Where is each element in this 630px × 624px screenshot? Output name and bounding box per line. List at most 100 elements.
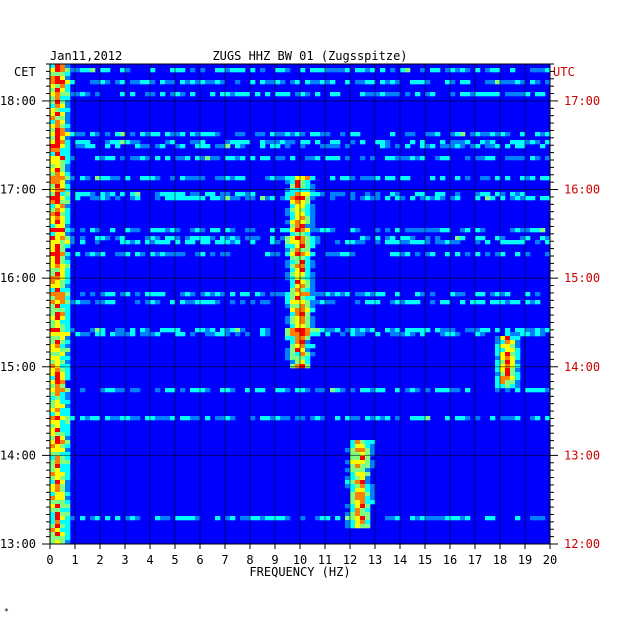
- heatmap-cell: [290, 268, 296, 273]
- heatmap-cell: [205, 236, 211, 241]
- heatmap-cell: [300, 208, 306, 213]
- heatmap-cell: [220, 236, 226, 241]
- heatmap-cell: [295, 240, 301, 245]
- heatmap-cell: [495, 132, 501, 137]
- heatmap-cell: [65, 356, 71, 361]
- heatmap-cell: [175, 328, 181, 333]
- heatmap-cell: [270, 252, 276, 257]
- heatmap-cell: [60, 108, 66, 113]
- heatmap-cell: [65, 76, 71, 81]
- heatmap-cell: [215, 156, 221, 161]
- heatmap-cell: [60, 80, 66, 85]
- heatmap-cell: [285, 208, 291, 213]
- heatmap-cell: [210, 236, 216, 241]
- heatmap-cell: [295, 416, 301, 421]
- heatmap-cell: [455, 416, 461, 421]
- heatmap-cell: [50, 492, 56, 497]
- heatmap-cell: [305, 208, 311, 213]
- heatmap-cell: [335, 292, 341, 297]
- heatmap-cell: [215, 240, 221, 245]
- heatmap-cell: [70, 156, 76, 161]
- heatmap-cell: [540, 388, 546, 393]
- heatmap-cell: [85, 176, 91, 181]
- heatmap-cell: [140, 80, 146, 85]
- heatmap-cell: [380, 292, 386, 297]
- heatmap-cell: [310, 192, 316, 197]
- heatmap-cell: [60, 412, 66, 417]
- heatmap-cell: [170, 388, 176, 393]
- heatmap-cell: [160, 328, 166, 333]
- heatmap-cell: [535, 92, 541, 97]
- heatmap-cell: [135, 388, 141, 393]
- heatmap-cell: [310, 196, 316, 201]
- heatmap-cell: [350, 500, 356, 505]
- heatmap-cell: [260, 328, 266, 333]
- heatmap-cell: [395, 292, 401, 297]
- heatmap-cell: [50, 196, 56, 201]
- heatmap-cell: [475, 192, 481, 197]
- heatmap-cell: [455, 176, 461, 181]
- heatmap-cell: [380, 140, 386, 145]
- heatmap-cell: [185, 416, 191, 421]
- heatmap-cell: [265, 196, 271, 201]
- heatmap-cell: [315, 192, 321, 197]
- heatmap-cell: [500, 348, 506, 353]
- heatmap-cell: [525, 140, 531, 145]
- heatmap-cell: [115, 144, 121, 149]
- heatmap-cell: [360, 456, 366, 461]
- heatmap-cell: [495, 192, 501, 197]
- heatmap-cell: [435, 516, 441, 521]
- heatmap-cell: [190, 140, 196, 145]
- heatmap-cell: [375, 92, 381, 97]
- heatmap-cell: [400, 68, 406, 73]
- heatmap-cell: [310, 244, 316, 249]
- heatmap-cell: [200, 236, 206, 241]
- heatmap-cell: [365, 300, 371, 305]
- heatmap-cell: [185, 516, 191, 521]
- heatmap-cell: [295, 224, 301, 229]
- heatmap-cell: [60, 356, 66, 361]
- heatmap-cell: [60, 300, 66, 305]
- heatmap-cell: [130, 196, 136, 201]
- heatmap-cell: [65, 96, 71, 101]
- heatmap-cell: [290, 364, 296, 369]
- heatmap-cell: [165, 80, 171, 85]
- heatmap-cell: [120, 80, 126, 85]
- heatmap-cell: [210, 156, 216, 161]
- heatmap-cell: [345, 80, 351, 85]
- heatmap-cell: [505, 368, 511, 373]
- heatmap-cell: [320, 328, 326, 333]
- heatmap-cell: [515, 356, 521, 361]
- heatmap-cell: [265, 416, 271, 421]
- heatmap-cell: [65, 420, 71, 425]
- heatmap-cell: [520, 80, 526, 85]
- heatmap-cell: [65, 200, 71, 205]
- heatmap-cell: [290, 176, 296, 181]
- heatmap-cell: [415, 292, 421, 297]
- heatmap-cell: [55, 260, 61, 265]
- heatmap-cell: [60, 496, 66, 501]
- heatmap-cell: [50, 284, 56, 289]
- heatmap-cell: [510, 336, 516, 341]
- heatmap-cell: [50, 164, 56, 169]
- heatmap-cell: [55, 384, 61, 389]
- heatmap-cell: [295, 288, 301, 293]
- heatmap-cell: [405, 388, 411, 393]
- heatmap-cell: [245, 228, 251, 233]
- heatmap-cell: [260, 292, 266, 297]
- heatmap-cell: [425, 132, 431, 137]
- heatmap-cell: [515, 80, 521, 85]
- heatmap-cell: [295, 176, 301, 181]
- heatmap-cell: [50, 360, 56, 365]
- heatmap-cell: [330, 300, 336, 305]
- heatmap-cell: [50, 300, 56, 305]
- heatmap-cell: [65, 316, 71, 321]
- heatmap-cell: [100, 196, 106, 201]
- heatmap-cell: [435, 156, 441, 161]
- heatmap-cell: [320, 388, 326, 393]
- heatmap-cell: [485, 140, 491, 145]
- heatmap-cell: [285, 188, 291, 193]
- heatmap-cell: [300, 340, 306, 345]
- heatmap-cell: [405, 240, 411, 245]
- heatmap-cell: [205, 416, 211, 421]
